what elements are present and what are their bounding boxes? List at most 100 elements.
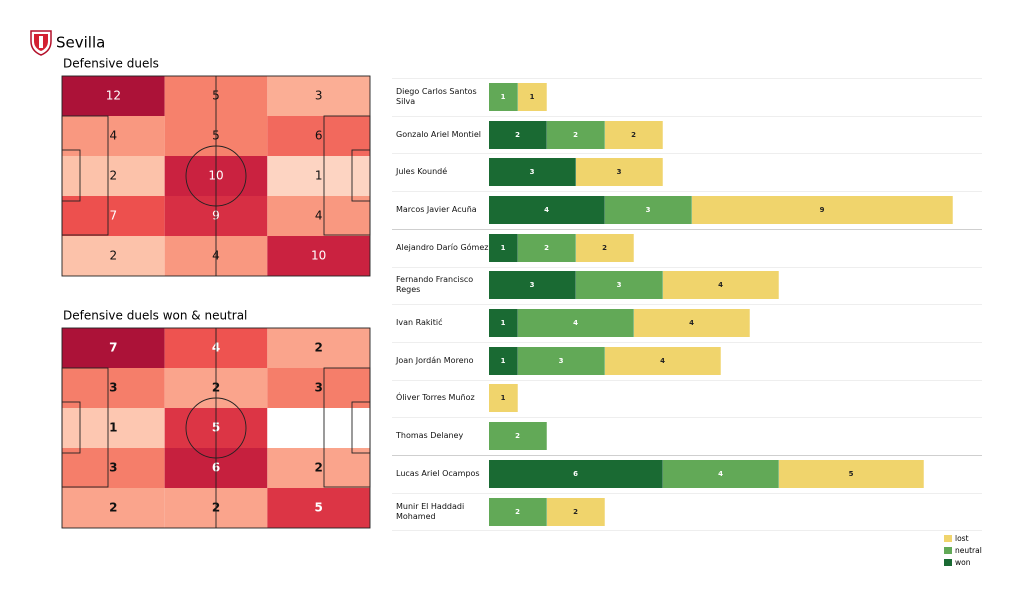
row-separator xyxy=(392,266,982,268)
cell-label: 4 xyxy=(315,209,323,223)
player-label: Gonzalo Ariel Montiel xyxy=(396,129,481,139)
bar-segment: 2 xyxy=(518,233,576,262)
legend-item: won xyxy=(944,558,970,567)
row-separator xyxy=(392,455,982,456)
player-label: Joan Jordán Moreno xyxy=(396,355,474,365)
bar-segment: 3 xyxy=(576,158,663,187)
goal-box xyxy=(61,149,81,202)
player-label: Munir El Haddadi Mohamed xyxy=(396,501,465,521)
bar-segment: 4 xyxy=(663,459,779,488)
bar-segment: 3 xyxy=(576,271,663,300)
player-label: Fernando Francisco Reges xyxy=(396,275,474,295)
heatmap-cell xyxy=(62,76,165,116)
legend-swatch xyxy=(944,535,952,542)
legend-item: neutral xyxy=(944,546,982,555)
heatmap: 7 4 23 2 31 53 6 22 2 5 xyxy=(62,328,370,528)
bar-segment: 1 xyxy=(489,82,518,111)
bar-segment: 1 xyxy=(489,309,518,338)
row-separator xyxy=(392,417,982,419)
player-label: Diego Carlos Santos Silva xyxy=(396,86,477,106)
heatmap-cell xyxy=(267,156,370,196)
row-separator xyxy=(392,304,982,306)
player-label: Jules Koundé xyxy=(396,167,448,177)
goal-box xyxy=(61,401,81,454)
bar-segment: 2 xyxy=(489,422,547,451)
bar-segment: 2 xyxy=(605,120,663,149)
team-title: Sevilla xyxy=(56,34,105,52)
cell-label: 3 xyxy=(109,381,117,395)
heatmap-cell xyxy=(62,236,165,276)
bar-segment: 3 xyxy=(489,271,576,300)
heatmap-cell xyxy=(267,116,370,156)
row-separator xyxy=(392,191,982,193)
row-separator xyxy=(392,115,982,117)
player-label: Ivan Rakitić xyxy=(396,318,443,328)
bar-segment: 1 xyxy=(489,233,518,262)
cell-label: 6 xyxy=(315,129,323,143)
row-separator xyxy=(392,78,982,79)
heatmap-cell xyxy=(267,76,370,116)
player-label: Óliver Torres Muñoz xyxy=(396,393,475,403)
centre-circle xyxy=(185,397,247,459)
bar-segment: 9 xyxy=(692,195,953,224)
cell-label: 5 xyxy=(314,501,322,515)
cell-label: 7 xyxy=(110,209,118,223)
heatmap-cell xyxy=(267,196,370,236)
heatmap-cell xyxy=(62,488,165,528)
goal-box xyxy=(351,149,371,202)
bar-segment: 1 xyxy=(489,384,518,413)
bar-segment: 2 xyxy=(547,120,605,149)
goal-box xyxy=(351,401,371,454)
pitch-lines xyxy=(61,75,371,277)
heatmap-title: Defensive duels xyxy=(63,57,159,71)
heatmap-cell xyxy=(267,236,370,276)
cell-label: 2 xyxy=(314,461,322,475)
legend-swatch xyxy=(944,559,952,566)
row-separator xyxy=(392,228,982,230)
player-label: Alejandro Darío Gómez xyxy=(396,242,489,252)
legend-swatch xyxy=(944,547,952,554)
row-separator xyxy=(392,341,982,343)
legend-label: lost xyxy=(955,534,969,543)
heatmap-cell xyxy=(267,368,370,408)
bar-segment: 3 xyxy=(489,158,576,187)
legend-label: neutral xyxy=(955,546,982,555)
cell-label: 2 xyxy=(314,341,322,355)
bar-segment: 2 xyxy=(576,233,634,262)
heatmap-cell xyxy=(62,196,165,236)
cell-label: 10 xyxy=(311,249,326,263)
bar-segment: 4 xyxy=(634,309,750,338)
player-label: Thomas Delaney xyxy=(396,431,464,441)
bar-segment: 4 xyxy=(518,309,634,338)
cell-label: 1 xyxy=(315,169,323,183)
centre-circle xyxy=(185,145,247,207)
cell-label: 3 xyxy=(109,461,117,475)
heatmap-cell xyxy=(267,448,370,488)
bar-segment: 2 xyxy=(489,497,547,526)
row-separator xyxy=(392,379,982,381)
bar-segment: 3 xyxy=(518,346,605,375)
team-logo xyxy=(30,30,52,56)
heatmap-cell xyxy=(267,408,370,448)
heatmap-cell xyxy=(62,448,165,488)
cell-label: 3 xyxy=(314,381,322,395)
legend-item: lost xyxy=(944,534,969,543)
row-separator xyxy=(392,492,982,494)
cell-label: 1 xyxy=(109,421,117,435)
cell-label: 12 xyxy=(106,89,121,103)
heatmap-cell xyxy=(62,368,165,408)
heatmap-cell xyxy=(62,328,165,368)
row-separator xyxy=(392,153,982,155)
bar-segment: 6 xyxy=(489,459,663,488)
heatmap-cell xyxy=(267,328,370,368)
bar-segment: 1 xyxy=(489,346,518,375)
heatmap-cell xyxy=(267,488,370,528)
bar-segment: 2 xyxy=(547,497,605,526)
player-label: Lucas Ariel Ocampos xyxy=(396,468,480,478)
heatmap-cell xyxy=(62,408,165,448)
bar-segment: 4 xyxy=(605,346,721,375)
legend-label: won xyxy=(955,558,971,567)
bar-segment: 4 xyxy=(663,271,779,300)
